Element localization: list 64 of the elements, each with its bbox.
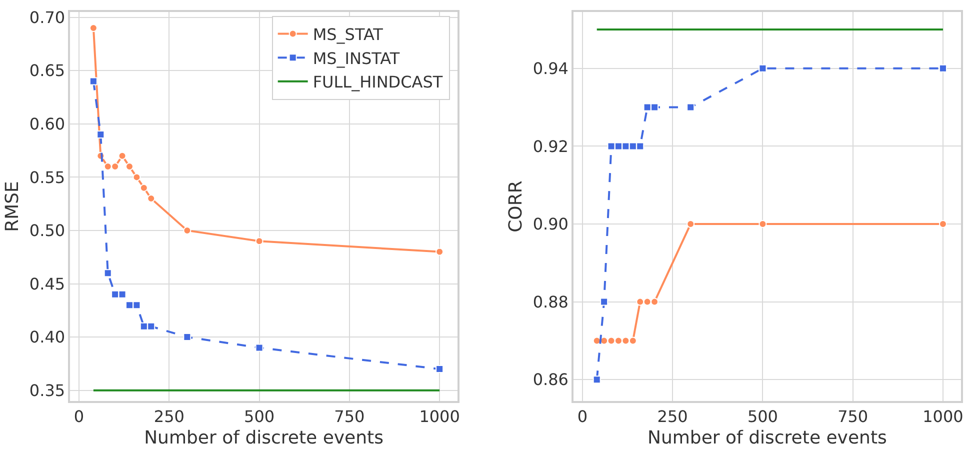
point: [255, 237, 264, 246]
point: [118, 290, 126, 298]
point: [436, 365, 444, 374]
y-tick-label: 0.65: [29, 61, 66, 80]
y-tick-label: 0.86: [532, 370, 568, 390]
y-tick-label: 0.35: [29, 380, 66, 400]
x-tick-label: 0: [577, 406, 588, 426]
point: [89, 77, 98, 86]
point: [628, 336, 637, 345]
y-tick-label: 0.90: [532, 214, 568, 234]
x-tick-label: 250: [657, 406, 688, 426]
x-axis-title: Number of discrete events: [648, 428, 887, 449]
y-tick-label: 0.88: [532, 292, 568, 312]
x-tick-label: 250: [154, 406, 184, 426]
point: [758, 220, 767, 228]
point: [600, 298, 608, 306]
y-tick-label: 0.70: [29, 8, 66, 27]
x-tick-label: 1000: [922, 406, 964, 426]
y-tick-label: 0.94: [532, 59, 568, 78]
y-axis-title: CORR: [506, 180, 527, 232]
x-tick-label: 500: [244, 406, 275, 426]
point: [436, 248, 444, 256]
legend-label: MS_INSTAT: [312, 48, 400, 68]
point: [636, 298, 644, 306]
point: [607, 336, 616, 345]
point: [147, 322, 156, 330]
point: [686, 220, 695, 228]
point: [643, 298, 652, 306]
point: [686, 103, 695, 112]
x-tick-label: 1000: [419, 406, 460, 426]
point: [636, 142, 644, 150]
y-tick-label: 0.55: [29, 168, 66, 187]
point: [650, 103, 659, 112]
point: [650, 298, 659, 306]
point: [96, 130, 105, 139]
point: [183, 226, 192, 234]
y-axis-title: RMSE: [2, 181, 24, 232]
point: [140, 184, 148, 192]
legend-label: FULL_HINDCAST: [312, 72, 443, 92]
point: [758, 64, 767, 72]
point: [614, 336, 622, 345]
y-tick-label: 0.40: [29, 328, 66, 347]
x-tick-label: 750: [838, 406, 868, 426]
point: [938, 220, 947, 228]
point: [938, 64, 947, 72]
point: [622, 142, 630, 150]
x-tick-label: 0: [74, 406, 84, 426]
y-tick-label: 0.45: [29, 274, 66, 294]
point: [132, 173, 141, 182]
point: [147, 194, 156, 203]
point: [132, 301, 141, 310]
y-tick-label: 0.50: [29, 221, 66, 240]
legend-label: MS_STAT: [312, 25, 384, 44]
point: [592, 376, 601, 384]
point: [255, 344, 264, 352]
x-tick-label: 750: [334, 406, 365, 426]
x-axis-title: Number of discrete events: [144, 428, 384, 449]
y-tick-label: 0.92: [532, 136, 568, 156]
point: [118, 152, 126, 160]
point: [111, 290, 120, 298]
x-tick-label: 500: [747, 406, 778, 426]
y-tick-label: 0.60: [29, 114, 66, 134]
point: [104, 269, 112, 278]
point: [622, 336, 630, 345]
